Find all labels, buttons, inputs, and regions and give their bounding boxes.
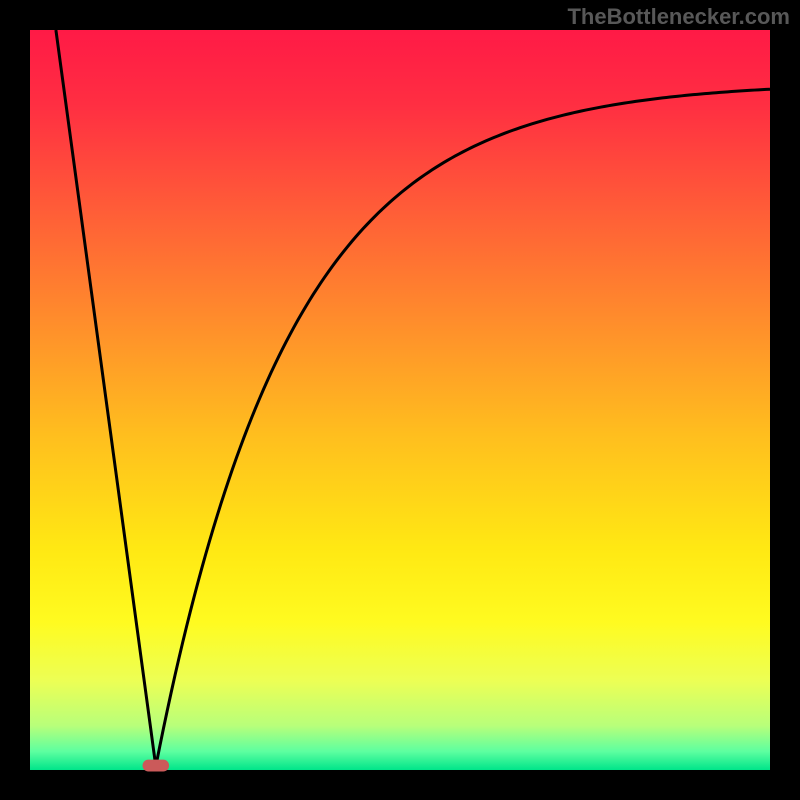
chart-canvas (0, 0, 800, 800)
watermark-text: TheBottlenecker.com (567, 4, 790, 30)
bottleneck-chart: TheBottlenecker.com (0, 0, 800, 800)
optimal-marker (142, 760, 169, 772)
